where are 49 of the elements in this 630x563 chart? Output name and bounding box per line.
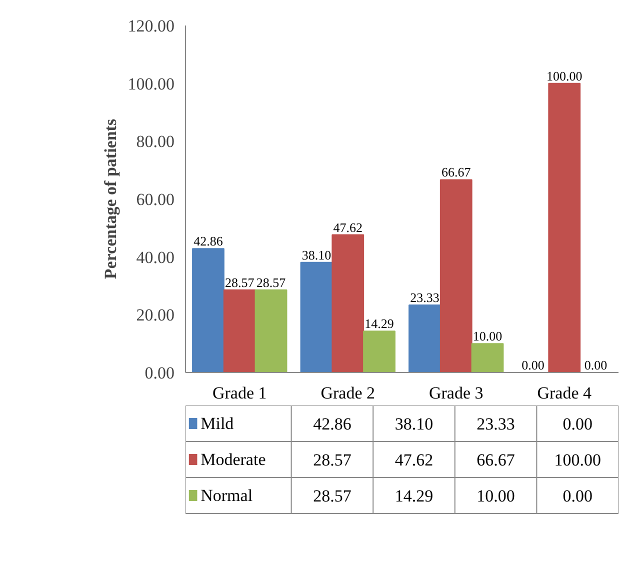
text: 100.00: [554, 450, 601, 470]
text: 23.33: [476, 414, 515, 434]
y-tick-label: 100.00: [128, 74, 174, 94]
bar: [300, 262, 333, 372]
bar: [192, 248, 224, 372]
data-label: 28.57: [256, 274, 286, 290]
data-label: 66.67: [442, 164, 472, 180]
data-label: 0.00: [584, 358, 608, 372]
x-tick-label: Grade 2: [320, 384, 376, 402]
y-tick-label: 60.00: [136, 190, 174, 209]
text: 66.67: [476, 450, 515, 470]
data-label: 42.86: [194, 234, 224, 249]
legend-label: Normal: [200, 486, 253, 505]
text: 28.57: [313, 486, 352, 506]
data-label: 38.10: [302, 247, 332, 262]
data-label: 23.33: [410, 290, 440, 306]
x-tick-label: Grade 1: [212, 384, 267, 402]
data-label: 14.29: [364, 316, 394, 332]
bar: [408, 304, 441, 372]
bar: [254, 289, 288, 372]
x-tick-label: Grade 4: [537, 384, 592, 402]
data-label: 10.00: [472, 328, 502, 344]
text: 28.57: [313, 450, 352, 470]
legend-label: Moderate: [200, 450, 266, 469]
text: 0.00: [562, 486, 592, 506]
bar: [440, 179, 472, 372]
text: 10.00: [476, 486, 515, 506]
y-tick-label: 0.00: [144, 364, 174, 382]
y-tick-label: 40.00: [136, 248, 174, 267]
text: 47.62: [394, 450, 434, 470]
data-label: 28.57: [225, 274, 255, 290]
text: 0.00: [562, 414, 592, 434]
text: 38.10: [394, 414, 434, 434]
text: 14.29: [394, 486, 434, 506]
data-label: 0.00: [522, 358, 544, 372]
y-axis-title: Percentage of patients: [100, 118, 120, 280]
bar: [363, 330, 396, 372]
y-tick-label: 120.00: [128, 16, 174, 36]
text: 42.86: [313, 414, 352, 434]
legend-label: Mild: [200, 414, 234, 433]
bar: [471, 343, 504, 372]
y-tick-label: 80.00: [136, 132, 174, 152]
bar: [223, 289, 256, 372]
bar: [332, 234, 364, 372]
bar: [548, 82, 581, 372]
y-tick-label: 20.00: [136, 306, 174, 325]
data-label: 100.00: [546, 68, 582, 84]
data-label: 47.62: [333, 220, 362, 235]
x-tick-label: Grade 3: [428, 384, 484, 402]
